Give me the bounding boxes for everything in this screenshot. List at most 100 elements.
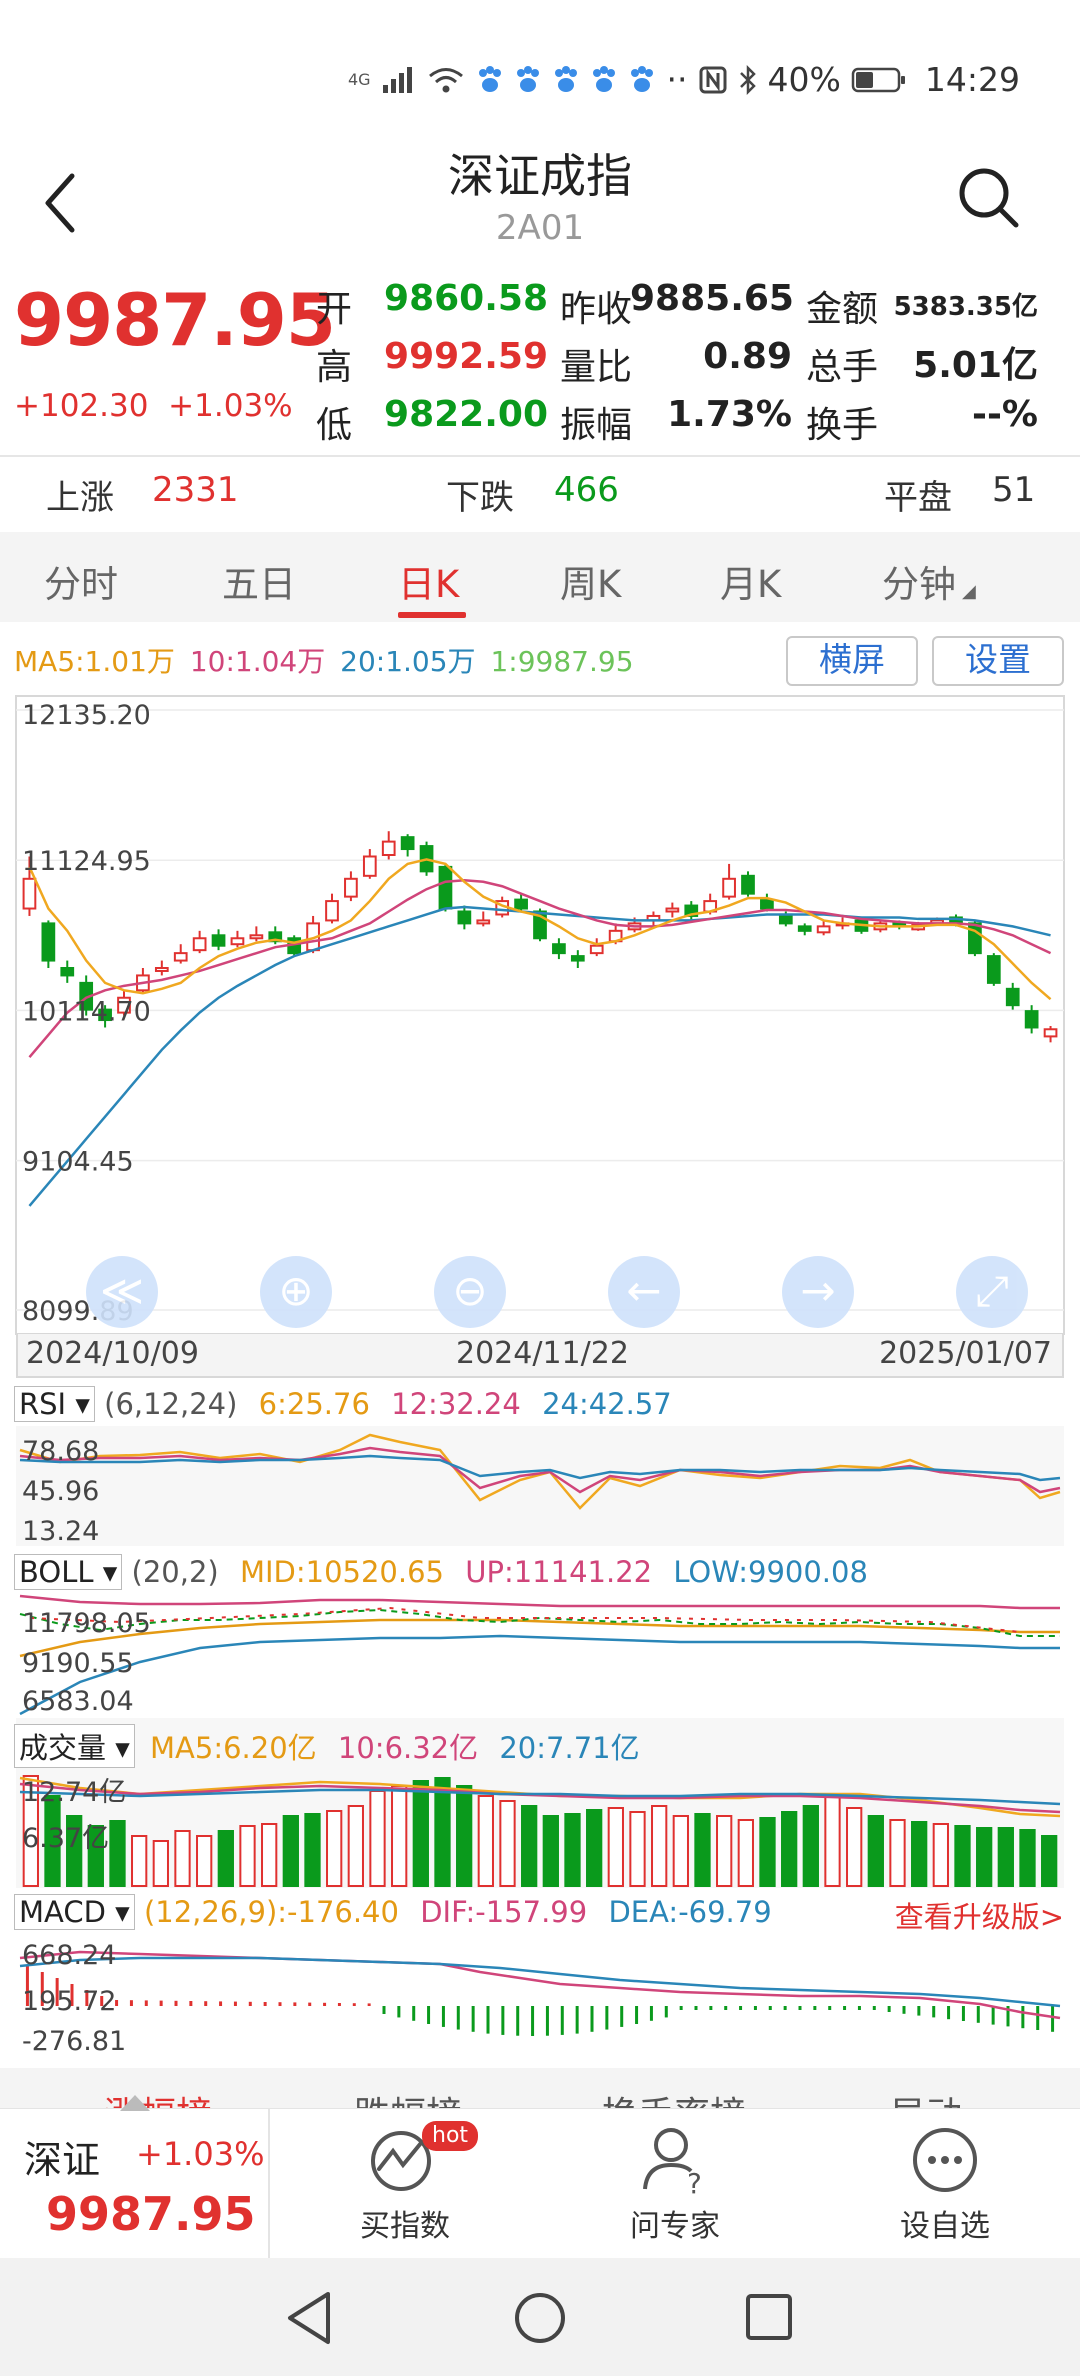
candle-body [41,922,56,962]
boll-selector[interactable]: BOLL ▾ [14,1554,123,1590]
fullscreen-icon[interactable]: ⤢ [956,1256,1028,1328]
landscape-button[interactable]: 横屏 [786,636,918,686]
settings-button[interactable]: 设置 [932,636,1064,686]
rsi6-value: 6:25.76 [258,1387,370,1421]
candle-body [60,967,75,977]
rsi-selector[interactable]: RSI ▾ [14,1386,95,1422]
boll-tick-high: 11798.05 [22,1608,151,1639]
candle-body [22,877,37,910]
macd-dif-line [19,1950,1061,2020]
volume-bar [759,1817,776,1887]
vol-ma10-line [19,1782,1061,1814]
volume-header: 成交量 ▾ MA5:6.20亿 10:6.32亿 20:7.71亿 [14,1724,640,1768]
candle-body [211,934,226,947]
amount-label: 金额 [806,289,879,330]
ma20-line [28,905,1051,1207]
add-watchlist-button[interactable]: 设自选 [870,2121,1020,2251]
amount-value: 5383.35亿 [893,292,1038,322]
vol-ma10: 10:6.32亿 [337,1731,479,1765]
tab-weekly-k[interactable]: 周K [560,563,622,606]
tab-unusual[interactable]: 异动 [890,2086,962,2108]
app-notification-icons [475,65,657,95]
boll-up-line [19,1594,1060,1610]
candle-body [816,925,831,934]
arrow-right-icon[interactable]: → [782,1256,854,1328]
candle-body [249,934,264,940]
volume-bar [44,1795,61,1887]
upgrade-link[interactable]: 查看升级版> [894,1900,1064,1934]
buy-index-label: 买指数 [360,2209,450,2244]
ask-expert-button[interactable]: ? 问专家 [600,2121,750,2251]
paw-icon [592,65,615,92]
volume-bar [1019,1829,1036,1887]
y-tick-label: 9104.45 [22,1147,134,1178]
zoom-out-icon[interactable]: ⊖ [434,1256,506,1328]
index-summary[interactable]: 深证 +1.03% 9987.95 [0,2095,270,2259]
buy-index-button[interactable]: hot 买指数 [330,2121,480,2251]
period-tabs: 分时 五日 日K 周K 月K 分钟 ◢ [0,532,1080,622]
title-bar: 深证成指 2A01 [0,130,1080,260]
svg-text:?: ? [687,2167,702,2197]
volume-bar [911,1821,928,1887]
up-caret-icon [120,2095,150,2111]
volume-bar [737,1819,754,1887]
macd-selector[interactable]: MACD ▾ [14,1894,135,1930]
battery-percent: 40% [767,60,841,99]
volume-bar [824,1795,841,1887]
tab-daily-k[interactable]: 日K [398,563,460,606]
market-breadth: 上涨 2331 下跌 466 平盘 51 [0,460,1080,530]
rsi-header: RSI ▾ (6,12,24) 6:25.76 12:32.24 24:42.5… [14,1386,672,1422]
high-label: 高 [316,347,353,388]
rsi-chart [16,1426,1064,1546]
tab-turnover-rank[interactable]: 换手率榜 [602,2086,746,2108]
ma10-value: 10:1.04万 [189,645,326,678]
fast-back-icon[interactable]: ≪ [86,1256,158,1328]
expert-person-icon: ? [643,2128,702,2200]
ask-expert-label: 问专家 [630,2209,720,2244]
low-label: 低 [316,405,353,446]
volume-bar [889,1819,906,1887]
kline-chart[interactable]: 12135.20 11124.95 10114.70 9104.45 8099.89 ≪… [0,690,1080,1380]
total-hands-value: 5.01亿 [913,345,1038,386]
volume-bar [174,1830,191,1887]
candle-body [570,955,585,962]
macd-dea: DEA:-69.79 [608,1895,772,1929]
y-tick-label: 10114.70 [22,996,151,1027]
candle-body [514,898,528,910]
volume-bar [846,1807,863,1887]
clock: 14:29 [924,60,1020,99]
macd-dea-line [19,1956,1061,2008]
volume-bar [304,1813,321,1887]
add-watchlist-label: 设自选 [900,2209,990,2244]
candle-body [98,1008,112,1022]
volume-bar [976,1827,993,1887]
down-count: 466 [554,470,619,510]
tab-monthly-k[interactable]: 月K [720,563,782,606]
candle-body [230,937,245,946]
macd-panel: MACD ▾ (12,26,9):-176.40 DIF:-157.99 DEA… [0,1888,1080,2068]
arrow-left-icon[interactable]: ← [608,1256,680,1328]
candle-body [400,836,415,851]
tab-top-losers[interactable]: 跌幅榜 [354,2086,462,2108]
tab-minute[interactable]: 分钟 ◢ [882,554,976,608]
back-button[interactable] [40,170,100,250]
candle-body [362,855,377,877]
nav-home-icon[interactable] [512,2290,568,2346]
boll-mid: MID:10520.65 [239,1555,445,1589]
rsi-label: RSI [19,1387,67,1421]
zoom-in-icon[interactable]: ⊕ [260,1256,332,1328]
rsi-tick-low: 13.24 [22,1516,100,1547]
nav-back-icon[interactable] [284,2290,334,2346]
rsi-tick-mid: 45.96 [22,1476,100,1507]
tab-five-day[interactable]: 五日 [222,563,296,606]
search-icon [959,168,1019,228]
search-button[interactable] [956,165,1036,245]
nav-recents-icon[interactable] [744,2292,794,2342]
open-value: 9860.58 [384,278,548,319]
volume-bar [651,1805,668,1887]
vol-tick-high: 12.74亿 [22,1777,127,1808]
x-tick-start: 2024/10/09 [26,1336,199,1371]
volume-selector[interactable]: 成交量 ▾ [14,1724,135,1768]
volume-bar [499,1800,516,1887]
tab-intraday[interactable]: 分时 [44,563,118,606]
